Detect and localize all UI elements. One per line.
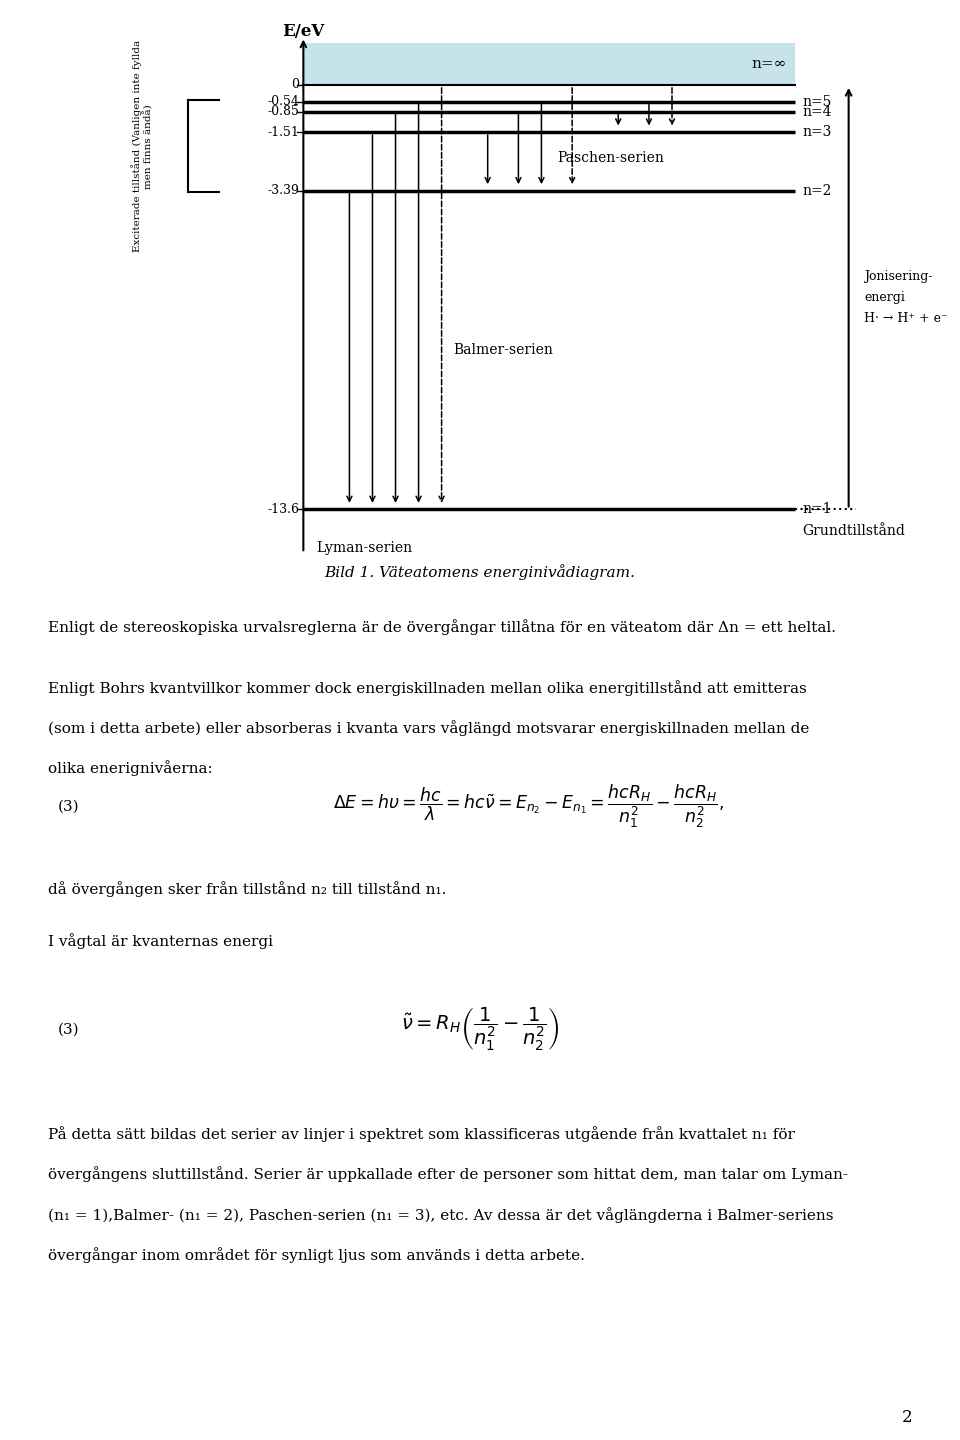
Text: E/eV: E/eV xyxy=(282,23,324,40)
Text: -13.6: -13.6 xyxy=(268,503,300,516)
Text: $\Delta E = h\upsilon = \dfrac{hc}{\lambda} = hc\tilde{\nu} = E_{n_2} - E_{n_1} : $\Delta E = h\upsilon = \dfrac{hc}{\lamb… xyxy=(332,782,724,831)
Text: då övergången sker från tillstånd n₂ till tillstånd n₁.: då övergången sker från tillstånd n₂ til… xyxy=(48,881,446,897)
Text: -0.54: -0.54 xyxy=(268,95,300,108)
Text: $\tilde{\nu} = R_H \left( \dfrac{1}{n_1^2} - \dfrac{1}{n_2^2} \right)$: $\tilde{\nu} = R_H \left( \dfrac{1}{n_1^… xyxy=(401,1007,559,1053)
Text: Paschen-serien: Paschen-serien xyxy=(557,151,664,166)
Text: 2: 2 xyxy=(901,1408,912,1426)
Text: Balmer-serien: Balmer-serien xyxy=(453,343,553,357)
Text: (som i detta arbete) eller absorberas i kvanta vars våglängd motsvarar energiski: (som i detta arbete) eller absorberas i … xyxy=(48,720,809,736)
Text: Enligt Bohrs kvantvillkor kommer dock energiskillnaden mellan olika energitillst: Enligt Bohrs kvantvillkor kommer dock en… xyxy=(48,680,806,696)
Text: -3.39: -3.39 xyxy=(268,184,300,197)
Text: På detta sätt bildas det serier av linjer i spektret som klassificeras utgående : På detta sätt bildas det serier av linje… xyxy=(48,1126,795,1142)
Text: olika enerignivåerna:: olika enerignivåerna: xyxy=(48,760,213,776)
Text: Bild 1. Väteatomens energinivådiagram.: Bild 1. Väteatomens energinivådiagram. xyxy=(324,564,636,580)
Text: 0: 0 xyxy=(292,79,300,92)
Text: Jonisering-
energi
H· → H⁺ + e⁻: Jonisering- energi H· → H⁺ + e⁻ xyxy=(864,269,948,325)
Text: n=5: n=5 xyxy=(803,95,832,109)
Text: n=∞: n=∞ xyxy=(752,56,787,71)
Text: övergångar inom området för synligt ljus som används i detta arbete.: övergångar inom området för synligt ljus… xyxy=(48,1247,585,1263)
Bar xyxy=(303,43,795,85)
Text: I vågtal är kvanternas energi: I vågtal är kvanternas energi xyxy=(48,933,273,949)
Text: övergångens sluttillstånd. Serier är uppkallade efter de personer som hittat dem: övergångens sluttillstånd. Serier är upp… xyxy=(48,1166,848,1182)
Text: -1.51: -1.51 xyxy=(268,125,300,138)
Text: Grundtillstånd: Grundtillstånd xyxy=(803,524,905,539)
Text: Exciterade tillstånd (Vanligen inte fyllda
men finns ändå): Exciterade tillstånd (Vanligen inte fyll… xyxy=(131,40,154,252)
Text: Lyman-serien: Lyman-serien xyxy=(317,540,413,554)
Text: n=2: n=2 xyxy=(803,184,832,197)
Text: n=4: n=4 xyxy=(803,105,832,118)
Text: (3): (3) xyxy=(58,799,80,814)
Text: n=1: n=1 xyxy=(803,503,832,517)
Text: Enligt de stereoskopiska urvalsreglerna är de övergångar tillåtna för en väteato: Enligt de stereoskopiska urvalsreglerna … xyxy=(48,619,836,635)
Text: (3): (3) xyxy=(58,1022,80,1037)
Text: -0.85: -0.85 xyxy=(268,105,300,118)
Text: n=3: n=3 xyxy=(803,125,832,140)
Text: (n₁ = 1),Balmer- (n₁ = 2), Paschen-serien (n₁ = 3), etc. Av dessa är det vågläng: (n₁ = 1),Balmer- (n₁ = 2), Paschen-serie… xyxy=(48,1207,833,1223)
